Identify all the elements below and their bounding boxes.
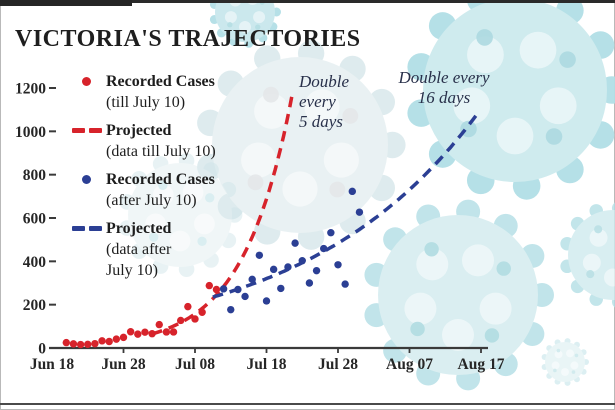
legend-sublabel: (after July 10): [106, 192, 197, 209]
series-recorded-cases-after-july-10-: [219, 187, 364, 314]
svg-text:Jul 08: Jul 08: [175, 356, 215, 373]
annotation-double-every-5-days: Double every 5 days: [299, 72, 350, 131]
legend-sublabel: (data till July 10): [106, 143, 216, 160]
svg-text:Jul 18: Jul 18: [246, 356, 286, 373]
svg-text:600: 600: [23, 211, 47, 228]
blue-dot-swatch-icon: [82, 175, 91, 184]
virus-particle: [364, 199, 554, 391]
series-projected-data-after-july-10-: [212, 110, 481, 299]
legend-sublabel: (till July 10): [106, 94, 186, 111]
legend-label: Projected: [106, 220, 172, 237]
legend-label: Recorded Cases: [106, 73, 215, 90]
y-axis: 0 200 400 600 800 1000 1200: [15, 81, 56, 358]
svg-text:1200: 1200: [15, 81, 46, 98]
blue-dash-swatch-icon: [72, 226, 102, 231]
x-axis: Jun 18 Jun 28 Jul 08 Jul 18 Jul 28 Aug 07 Aug …: [30, 346, 505, 373]
svg-text:Jun 28: Jun 28: [101, 356, 146, 373]
svg-text:800: 800: [23, 167, 47, 184]
svg-text:Aug 07: Aug 07: [386, 356, 433, 373]
top-border-notch: [0, 0, 132, 6]
svg-text:Jun 18: Jun 18: [30, 356, 75, 373]
svg-text:0: 0: [38, 341, 46, 358]
annotation-double-every-16-days: Double every 16 days: [398, 68, 490, 107]
red-dot-swatch-icon: [82, 77, 91, 86]
virus-particle: [407, 0, 615, 200]
bottom-border-line: [0, 403, 615, 405]
svg-text:400: 400: [23, 254, 47, 271]
virus-particle: [209, 0, 281, 48]
virus-particle: [560, 202, 615, 308]
page-title: VICTORIA'S TRAJECTORIES: [15, 26, 361, 52]
red-dash-swatch-icon: [72, 128, 102, 133]
top-border-bar: [0, 0, 615, 3]
series-recorded-cases-till-july-10-: [62, 281, 221, 349]
svg-text:1000: 1000: [15, 124, 46, 141]
legend-label: Recorded Cases: [106, 171, 215, 188]
svg-text:Aug 17: Aug 17: [458, 356, 505, 373]
svg-text:200: 200: [23, 297, 47, 314]
svg-text:Jul 28: Jul 28: [318, 356, 358, 373]
legend-item-projected-early: Projected (data till July 10): [70, 120, 260, 162]
virus-particle: [541, 338, 589, 386]
series-projected-data-till-july-10-: [151, 94, 294, 336]
legend-item-projected-late: Projected (data after July 10): [70, 218, 260, 281]
virus-particle: [197, 40, 406, 250]
legend-item-recorded-late: Recorded Cases (after July 10): [70, 169, 260, 211]
chart-legend: Recorded Cases (till July 10) Projected …: [70, 71, 260, 288]
legend-label: Projected: [106, 122, 172, 139]
legend-sublabel: (data after July 10): [106, 241, 172, 279]
virus-particle: [119, 152, 243, 278]
legend-item-recorded-early: Recorded Cases (till July 10): [70, 71, 260, 113]
